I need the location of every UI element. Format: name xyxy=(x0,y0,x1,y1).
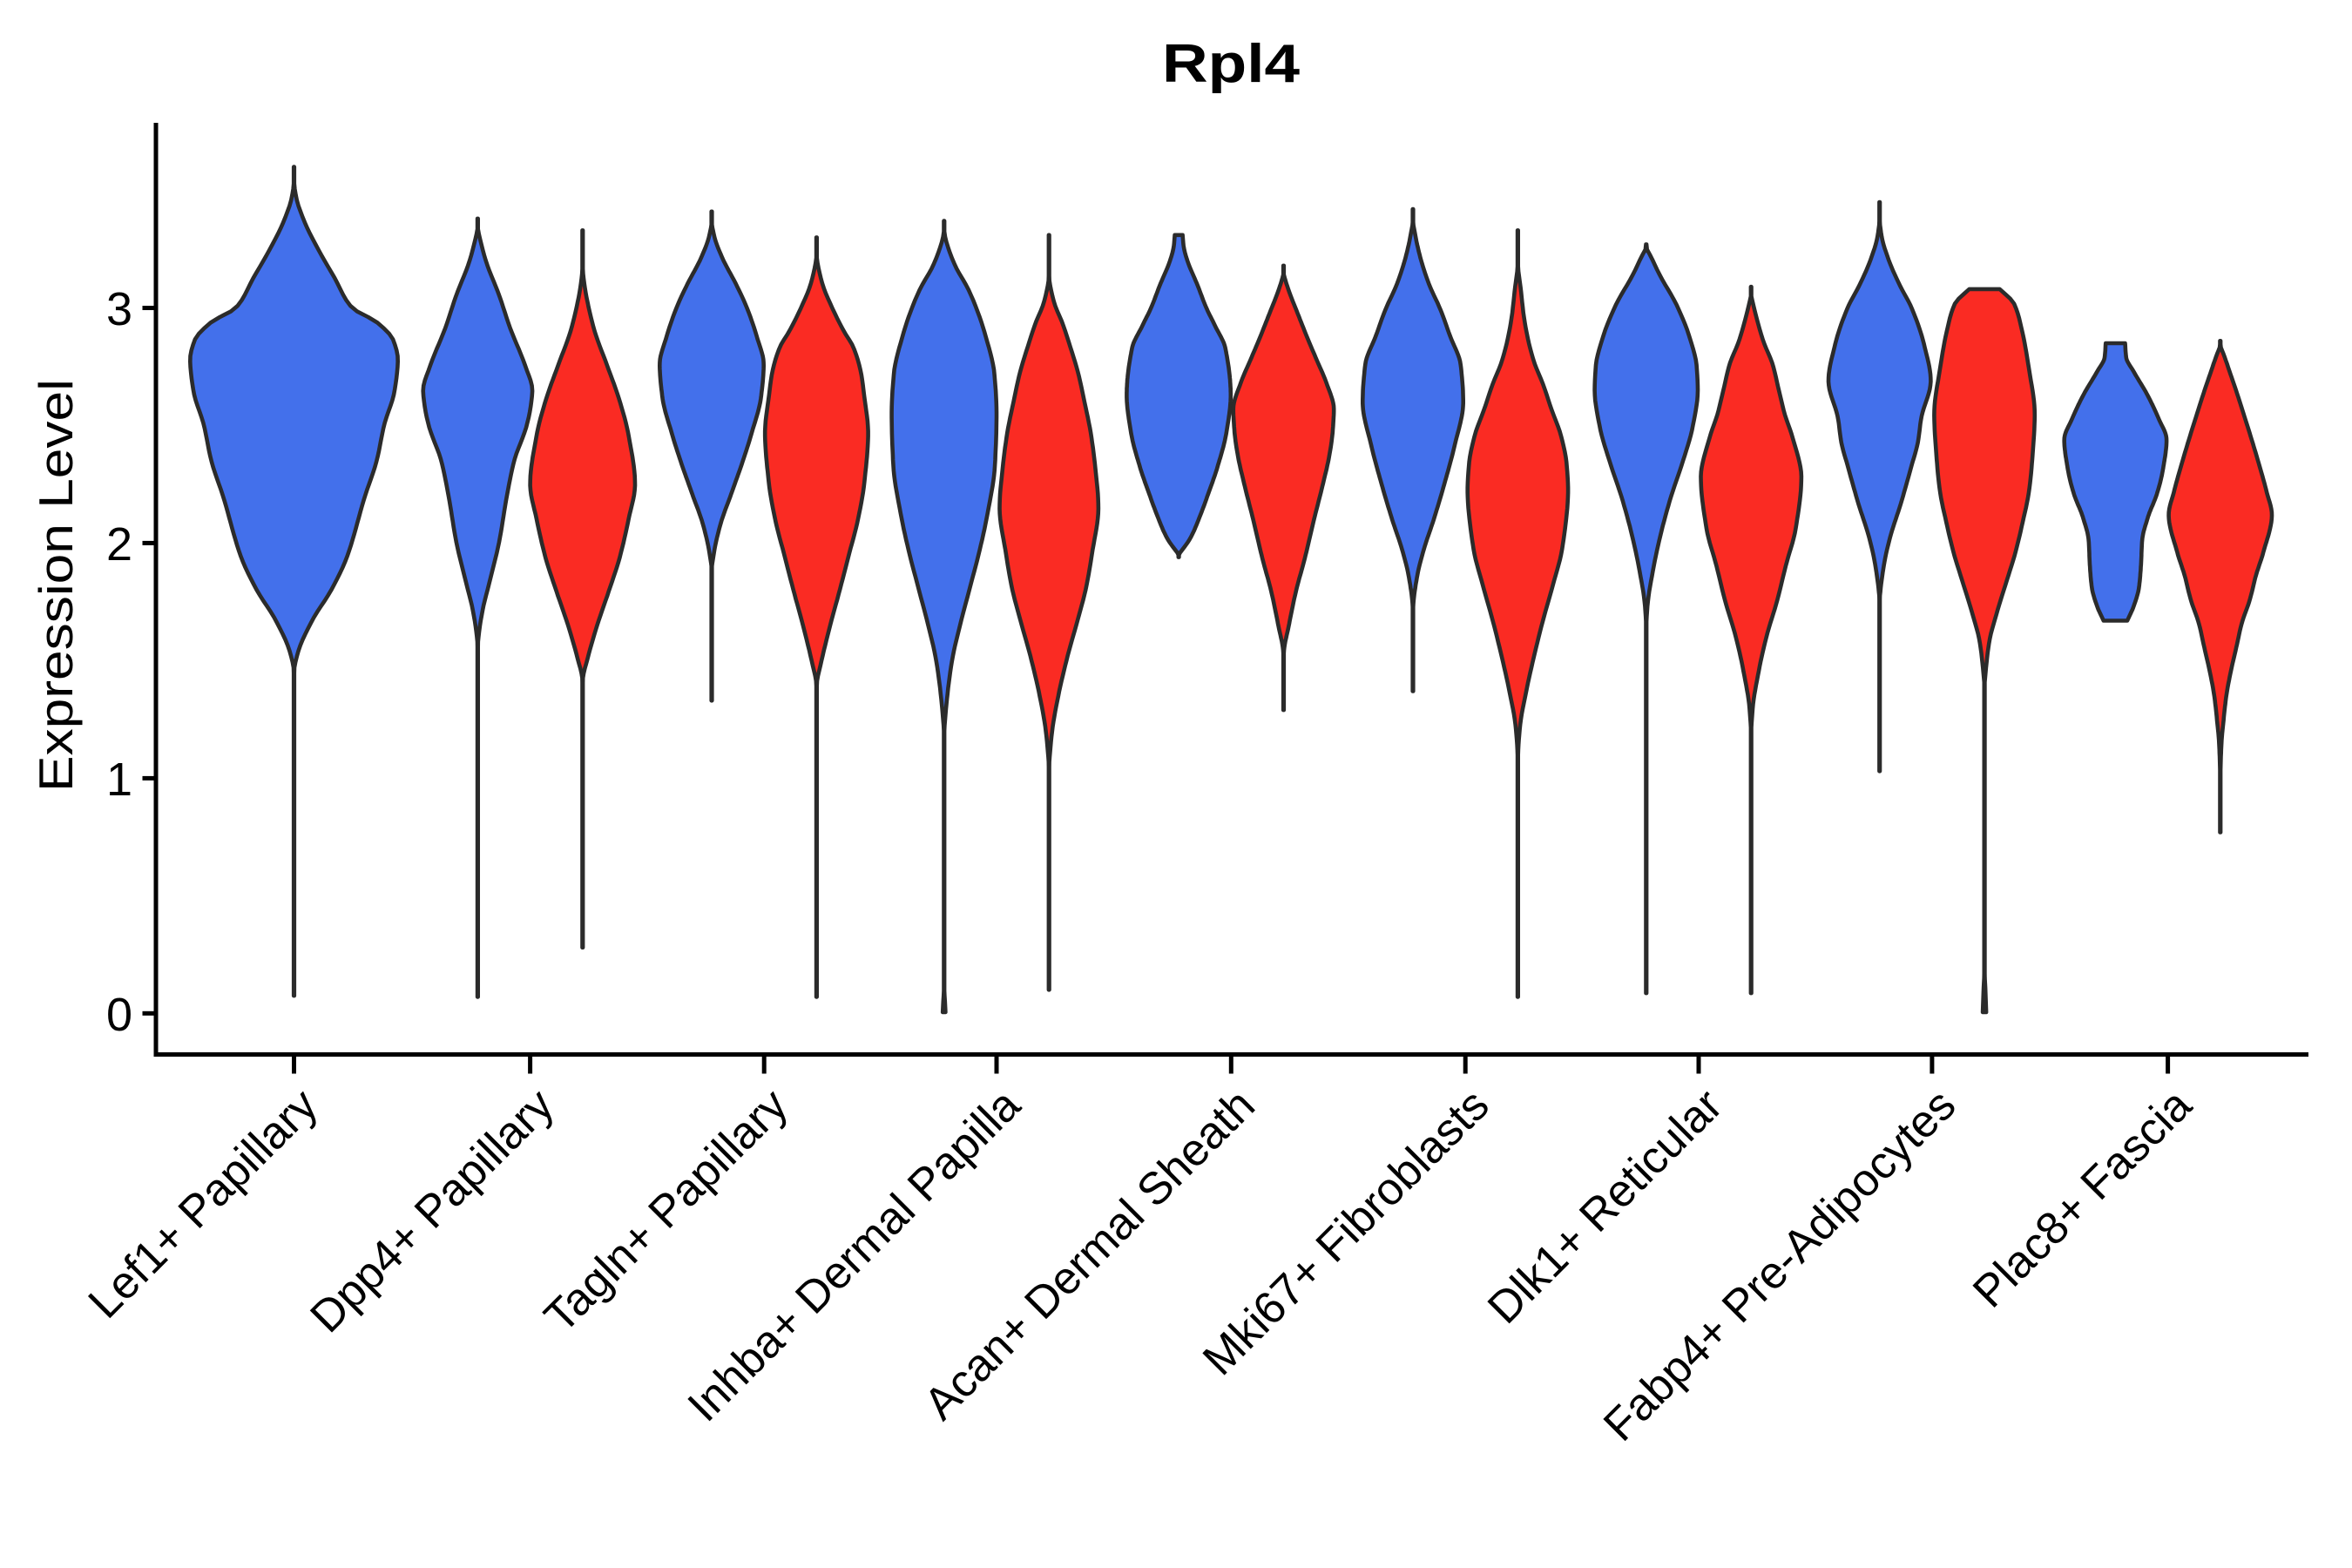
svg-text:Expression Level: Expression Level xyxy=(29,379,83,792)
svg-text:3: 3 xyxy=(106,283,132,335)
svg-text:Rpl4: Rpl4 xyxy=(1162,34,1301,94)
svg-text:0: 0 xyxy=(106,989,132,1041)
svg-text:2: 2 xyxy=(106,518,132,571)
svg-text:1: 1 xyxy=(106,754,132,806)
